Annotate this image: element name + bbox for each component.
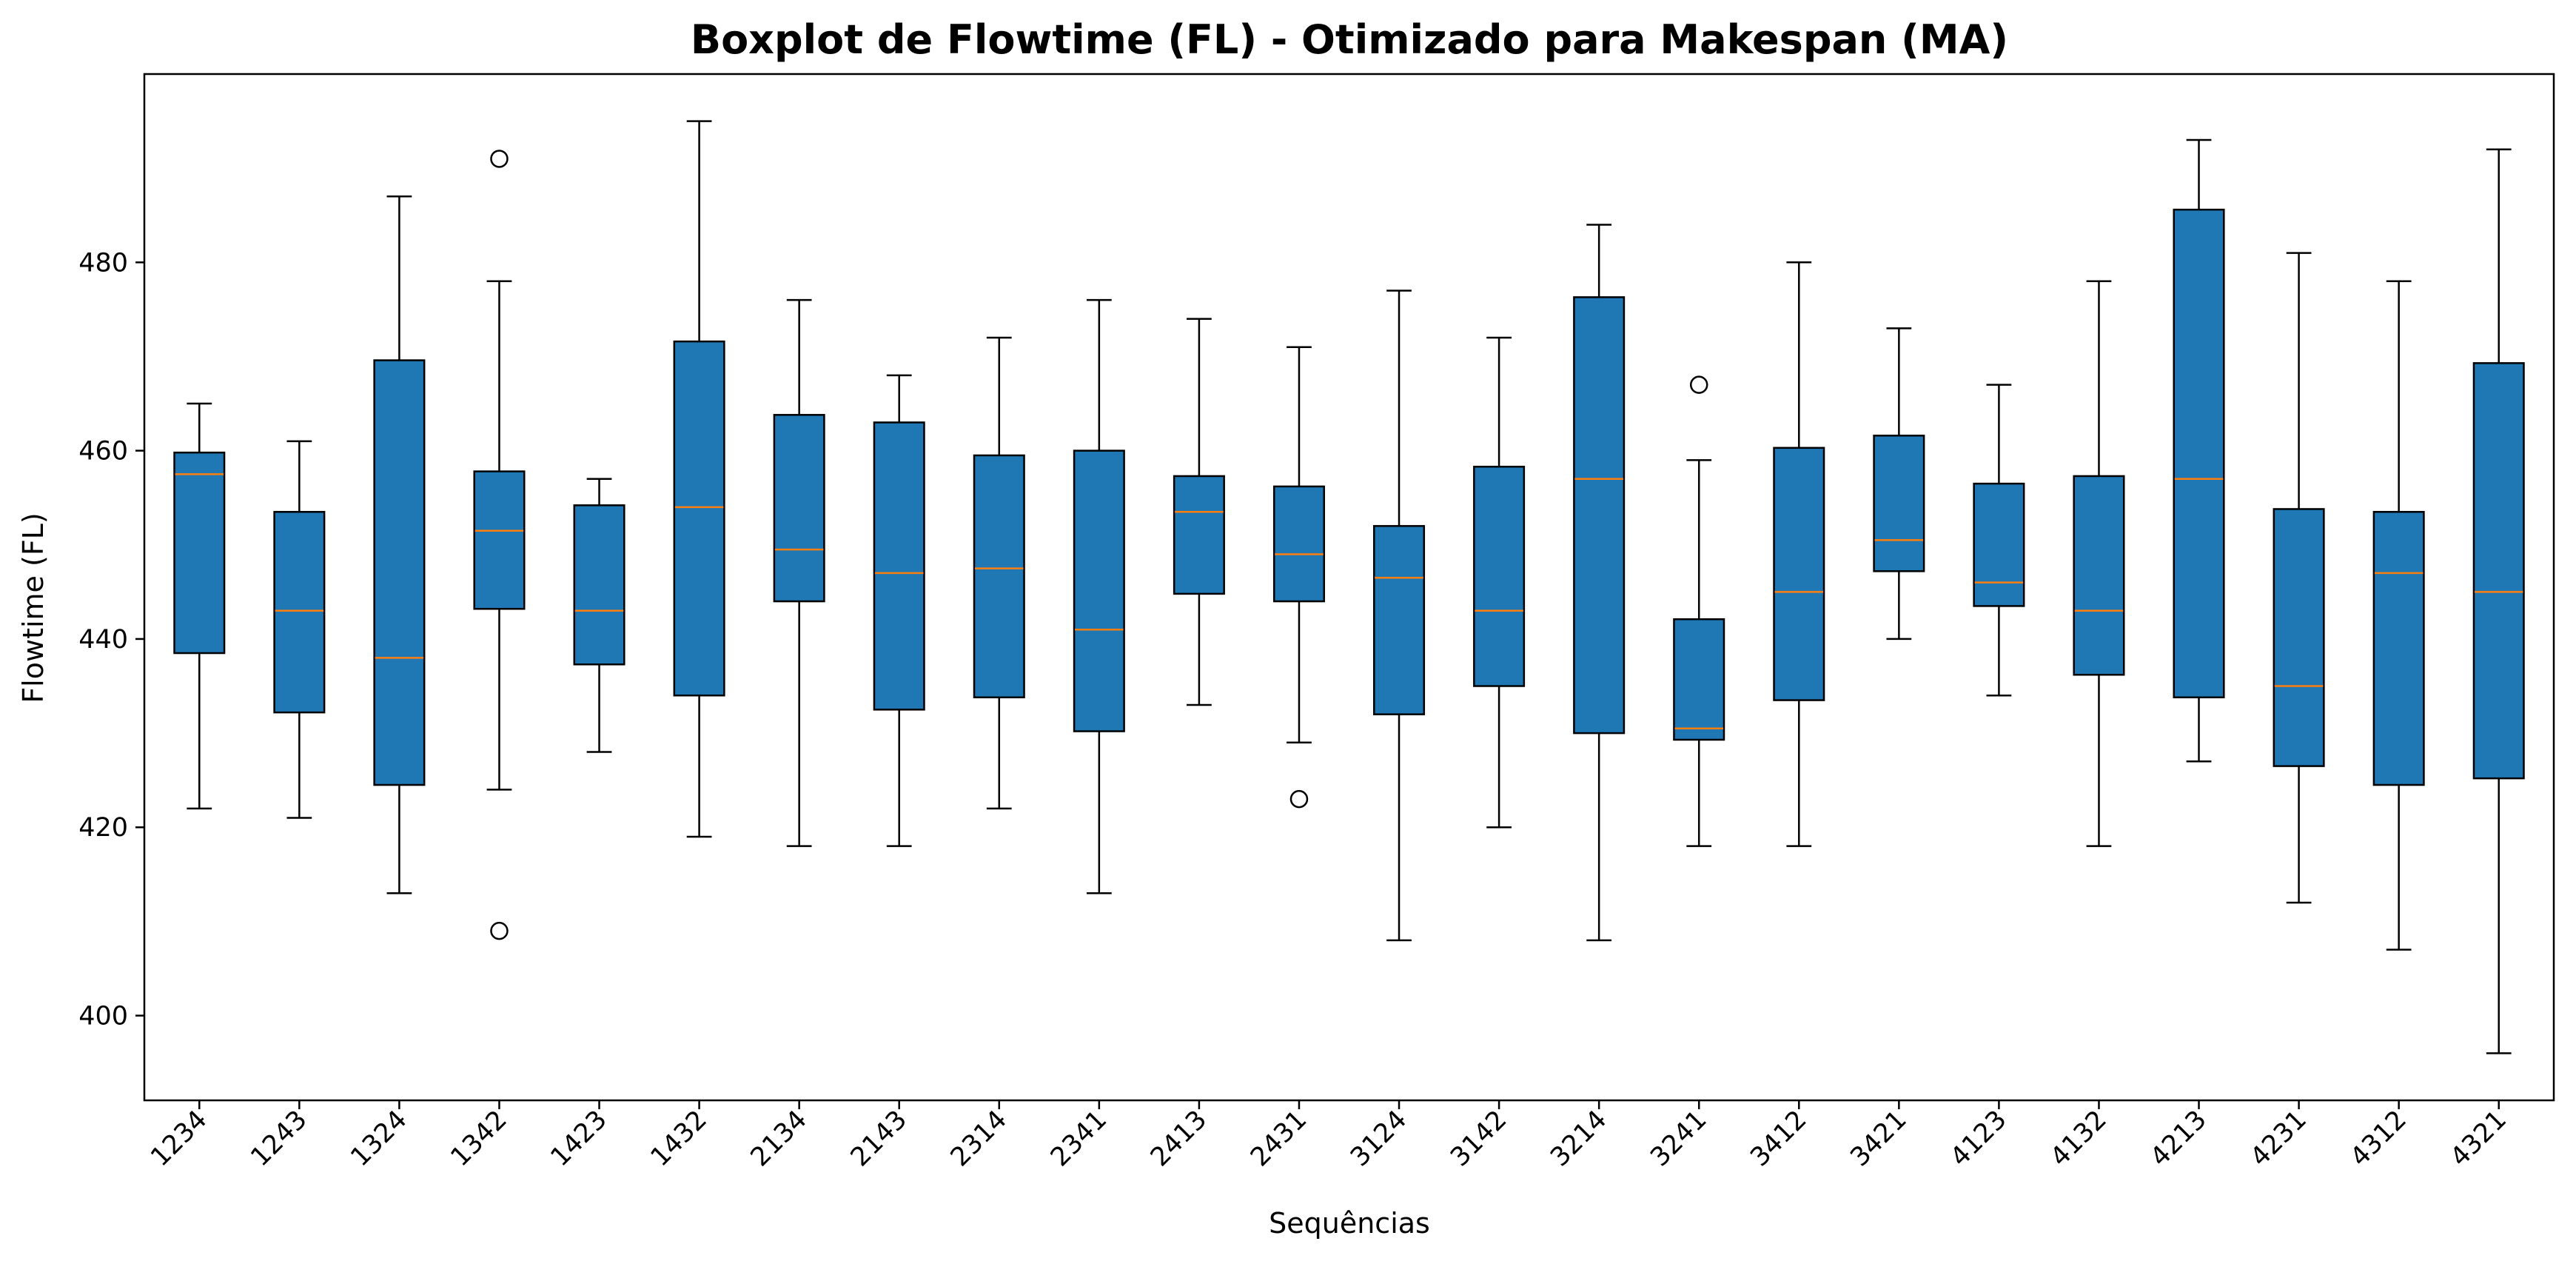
box-2143	[873, 374, 925, 847]
y-tick-label: 480	[78, 248, 128, 278]
iqr-box	[873, 421, 925, 711]
y-tick-label: 420	[78, 813, 128, 843]
box-3412	[1773, 261, 1825, 847]
iqr-box	[173, 451, 226, 655]
iqr-box	[1573, 296, 1626, 735]
iqr-box	[973, 454, 1025, 699]
iqr-box	[1773, 447, 1825, 701]
box-4213	[2173, 138, 2225, 763]
box-1243	[273, 440, 326, 819]
box-2413	[1173, 318, 1225, 706]
iqr-box	[1673, 618, 1725, 741]
box-4321	[2472, 148, 2525, 1054]
box-4123	[1973, 384, 2025, 697]
box-1423	[573, 478, 625, 753]
iqr-box	[273, 511, 326, 714]
box-2134	[773, 298, 825, 847]
iqr-box	[573, 504, 625, 666]
iqr-box	[373, 359, 426, 786]
box-2431	[1272, 346, 1325, 809]
box-3124	[1373, 290, 1426, 942]
box-4132	[2073, 280, 2125, 847]
iqr-box	[1272, 485, 1325, 603]
iqr-box	[1373, 525, 1426, 715]
box-3214	[1573, 224, 1626, 942]
box-3142	[1473, 336, 1526, 829]
iqr-box	[2173, 208, 2225, 699]
box-3241	[1673, 375, 1725, 847]
chart-title: Boxplot de Flowtime (FL) - Otimizado par…	[691, 16, 2008, 63]
iqr-box	[2472, 362, 2525, 780]
outlier-point	[490, 150, 509, 168]
x-axis-label: Sequências	[1269, 1207, 1430, 1240]
iqr-box	[773, 414, 825, 603]
outlier-point	[1289, 789, 1309, 809]
box-1342	[473, 150, 526, 940]
iqr-box	[2073, 475, 2125, 676]
iqr-box	[473, 470, 526, 610]
box-2341	[1073, 298, 1125, 895]
box-2314	[973, 336, 1025, 810]
outlier-point	[1689, 375, 1708, 394]
iqr-box	[1073, 449, 1125, 732]
box-4312	[2372, 280, 2425, 951]
box-1432	[673, 120, 725, 838]
iqr-box	[1973, 482, 2025, 607]
y-tick-label: 440	[78, 625, 128, 655]
y-tick-label: 460	[78, 437, 128, 467]
box-1324	[373, 195, 426, 895]
box-3421	[1873, 327, 1925, 641]
box-1234	[173, 402, 226, 810]
y-axis-label: Flowtime (FL)	[17, 512, 50, 703]
iqr-box	[2273, 508, 2325, 767]
outlier-point	[490, 921, 509, 940]
iqr-box	[673, 340, 725, 697]
iqr-box	[1873, 435, 1925, 572]
iqr-box	[1473, 465, 1526, 687]
y-tick-label: 400	[78, 1002, 128, 1031]
box-4231	[2273, 252, 2325, 904]
boxes-layer	[173, 120, 2525, 1054]
iqr-box	[1173, 475, 1225, 595]
plot-frame	[143, 73, 2555, 1102]
iqr-box	[2372, 511, 2425, 786]
y-axis-ticks: 400 420 440 460 480	[78, 248, 144, 1031]
